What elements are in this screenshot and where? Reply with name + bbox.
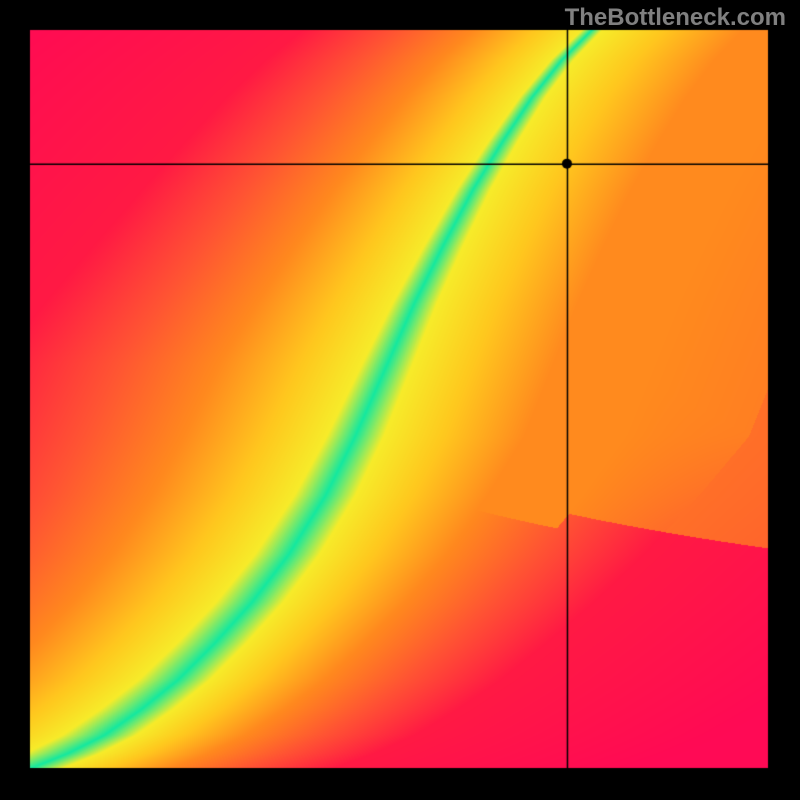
bottleneck-heatmap <box>0 0 800 800</box>
chart-container: TheBottleneck.com <box>0 0 800 800</box>
watermark-text: TheBottleneck.com <box>565 4 786 32</box>
